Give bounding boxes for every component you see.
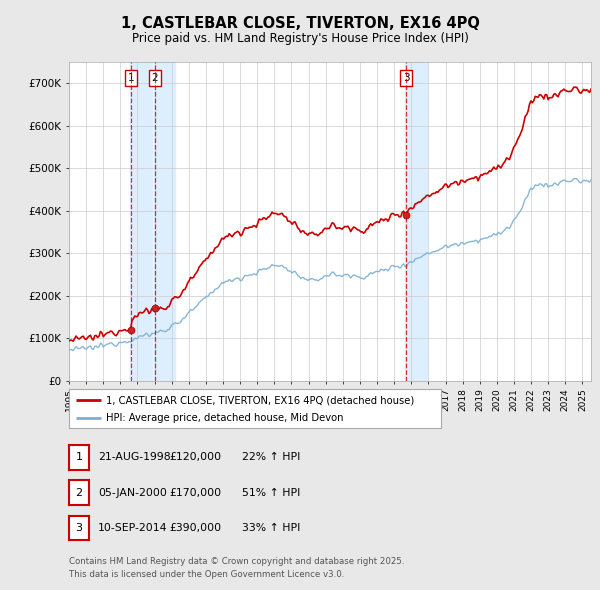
Bar [154, 62, 175, 381]
Bar [130, 62, 152, 381]
Bar [405, 62, 427, 381]
Text: 33% ↑ HPI: 33% ↑ HPI [242, 523, 300, 533]
Text: 3: 3 [76, 523, 82, 533]
Text: 05-JAN-2000: 05-JAN-2000 [98, 488, 167, 497]
Text: 51% ↑ HPI: 51% ↑ HPI [242, 488, 300, 497]
Text: 2: 2 [76, 488, 82, 497]
Text: HPI: Average price, detached house, Mid Devon: HPI: Average price, detached house, Mid … [106, 413, 344, 423]
Text: 22% ↑ HPI: 22% ↑ HPI [242, 453, 300, 462]
Text: 1, CASTLEBAR CLOSE, TIVERTON, EX16 4PQ: 1, CASTLEBAR CLOSE, TIVERTON, EX16 4PQ [121, 16, 479, 31]
Text: Contains HM Land Registry data © Crown copyright and database right 2025.
This d: Contains HM Land Registry data © Crown c… [69, 557, 404, 579]
Text: 21-AUG-1998: 21-AUG-1998 [98, 453, 170, 462]
Text: 1, CASTLEBAR CLOSE, TIVERTON, EX16 4PQ (detached house): 1, CASTLEBAR CLOSE, TIVERTON, EX16 4PQ (… [106, 395, 415, 405]
Text: Price paid vs. HM Land Registry's House Price Index (HPI): Price paid vs. HM Land Registry's House … [131, 32, 469, 45]
Text: £120,000: £120,000 [170, 453, 222, 462]
Text: 10-SEP-2014: 10-SEP-2014 [98, 523, 167, 533]
Text: 1: 1 [76, 453, 82, 462]
Text: 2: 2 [151, 73, 158, 83]
Text: £390,000: £390,000 [170, 523, 222, 533]
Text: 3: 3 [403, 73, 409, 83]
Text: 1: 1 [128, 73, 134, 83]
Text: £170,000: £170,000 [170, 488, 222, 497]
